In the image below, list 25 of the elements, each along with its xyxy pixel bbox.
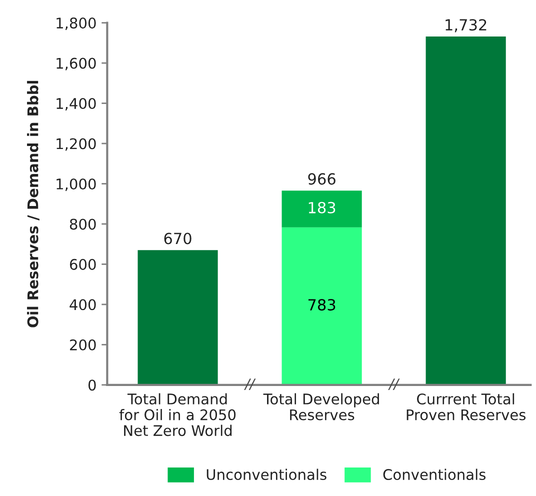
y-tick-label: 1,200: [56, 138, 96, 151]
bar: [282, 190, 362, 228]
total-label: 966: [308, 173, 336, 185]
data-label: 783: [308, 299, 336, 311]
legend-label: Unconventionals: [206, 468, 326, 480]
x-tick-label: Total Demand for Oil in a 2050 Net Zero World: [119, 393, 236, 436]
x-tick-label: Total Developed Reserves: [263, 393, 379, 420]
total-label: 1,732: [446, 19, 486, 32]
legend-label: Conventionals: [383, 468, 486, 480]
bar: [282, 227, 362, 385]
y-tick-label: 600: [70, 258, 96, 270]
y-axis-title: Oil Reserves / Demand in Bbbl: [27, 80, 40, 328]
y-tick-label: 1,800: [56, 18, 96, 30]
y-tick-label: 1,600: [56, 58, 96, 70]
data-label: 183: [308, 202, 336, 214]
y-tick-label: 400: [70, 299, 96, 310]
y-tick-label: 1,400: [56, 98, 96, 111]
total-label: 670: [164, 232, 192, 244]
y-tick-label: 0: [88, 380, 96, 391]
x-tick-label: Currrent Total Proven Reserves: [406, 393, 526, 420]
y-tick-label: 1,000: [56, 178, 96, 191]
bar: [138, 250, 218, 385]
bar: [426, 36, 506, 385]
y-tick-label: 200: [70, 339, 96, 350]
y-tick-label: 800: [70, 218, 96, 230]
